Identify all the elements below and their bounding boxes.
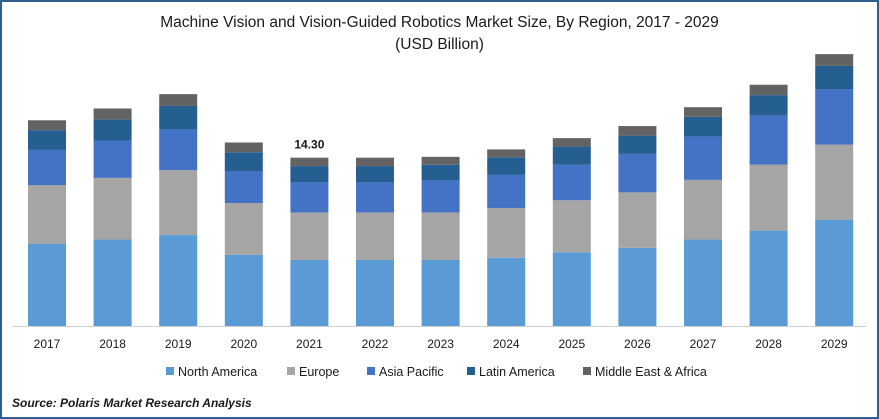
chart-subtitle: (USD Billion): [395, 36, 484, 53]
bar-asia-pacific-2017: [28, 149, 66, 186]
bar-north-america-2028: [749, 230, 788, 326]
bar-group: [28, 54, 854, 326]
legend-label-latin-america: Latin America: [479, 365, 555, 379]
bar-europe-2019: [159, 170, 198, 236]
bar-latin-america-2024: [487, 157, 526, 175]
annotations: 14.30: [294, 138, 324, 152]
legend-swatch-europe: [287, 367, 295, 375]
bar-europe-2017: [28, 185, 66, 244]
bar-north-america-2021: [290, 259, 329, 326]
bar-europe-2021: [290, 212, 329, 260]
x-tick-2020: 2020: [230, 337, 257, 351]
bar-europe-2029: [815, 144, 854, 220]
bar-north-america-2024: [487, 257, 526, 326]
bar-latin-america-2018: [93, 119, 132, 141]
bar-asia-pacific-2029: [815, 89, 854, 145]
x-tick-2027: 2027: [690, 337, 717, 351]
legend-swatch-north-america: [166, 367, 174, 375]
bar-asia-pacific-2026: [618, 153, 657, 193]
bar-middle-east-africa-2022: [356, 157, 394, 167]
bar-middle-east-africa-2028: [749, 84, 788, 96]
bar-europe-2022: [356, 212, 394, 260]
legend: North America Europe Asia Pacific Latin Ame…: [166, 365, 707, 379]
bar-middle-east-africa-2027: [684, 107, 722, 117]
bar-latin-america-2021: [290, 166, 329, 183]
source-note: Source: Polaris Market Research Analysis: [12, 396, 252, 410]
bar-asia-pacific-2019: [159, 129, 198, 171]
bar-middle-east-africa-2020: [224, 142, 263, 153]
bar-latin-america-2029: [815, 65, 854, 90]
bar-latin-america-2025: [552, 146, 591, 165]
bar-middle-east-africa-2021: [290, 157, 329, 167]
bar-europe-2023: [421, 212, 460, 260]
bar-asia-pacific-2021: [290, 182, 329, 213]
bar-north-america-2027: [684, 239, 722, 326]
bar-north-america-2023: [421, 259, 460, 326]
bar-latin-america-2020: [224, 152, 263, 172]
legend-swatch-latin-america: [467, 367, 475, 375]
bar-north-america-2026: [618, 247, 657, 326]
bar-asia-pacific-2028: [749, 115, 788, 165]
bar-middle-east-africa-2029: [815, 54, 854, 66]
chart-title-block: Machine Vision and Vision-Guided Robotic…: [0, 12, 879, 56]
legend-label-europe: Europe: [299, 365, 339, 379]
bar-latin-america-2019: [159, 105, 198, 130]
x-tick-2029: 2029: [821, 337, 848, 351]
bar-north-america-2019: [159, 235, 198, 326]
legend-label-asia-pacific: Asia Pacific: [379, 365, 444, 379]
x-tick-2017: 2017: [34, 337, 61, 351]
bar-middle-east-africa-2017: [28, 120, 66, 131]
bar-north-america-2029: [815, 219, 854, 326]
x-tick-2024: 2024: [493, 337, 520, 351]
legend-swatch-middle-east-africa: [583, 367, 591, 375]
bar-asia-pacific-2023: [421, 180, 460, 213]
x-tick-2028: 2028: [755, 337, 782, 351]
bar-asia-pacific-2018: [93, 140, 132, 178]
legend-label-north-america: North America: [178, 365, 257, 379]
bar-asia-pacific-2020: [224, 171, 263, 204]
bar-north-america-2017: [28, 243, 66, 326]
legend-label-middle-east-africa: Middle East & Africa: [595, 365, 707, 379]
bar-north-america-2022: [356, 259, 394, 326]
x-tick-2026: 2026: [624, 337, 651, 351]
data-label-2021: 14.30: [294, 138, 324, 152]
x-tick-2021: 2021: [296, 337, 323, 351]
bar-latin-america-2022: [356, 166, 394, 183]
x-tick-2018: 2018: [99, 337, 126, 351]
bar-europe-2026: [618, 192, 657, 248]
bar-asia-pacific-2024: [487, 174, 526, 208]
x-tick-2019: 2019: [165, 337, 192, 351]
bar-north-america-2020: [224, 254, 263, 326]
bar-europe-2020: [224, 203, 263, 255]
bar-europe-2028: [749, 164, 788, 231]
bar-latin-america-2026: [618, 135, 657, 154]
x-tick-labels: 2017 2018 2019 2020 2021 2022 2023 2024 2025 2026…: [34, 337, 848, 351]
bar-latin-america-2028: [749, 95, 788, 116]
bar-middle-east-africa-2024: [487, 149, 526, 158]
bar-europe-2018: [93, 177, 132, 240]
bar-middle-east-africa-2018: [93, 108, 132, 120]
bar-latin-america-2017: [28, 130, 66, 150]
bar-asia-pacific-2025: [552, 164, 591, 201]
bar-asia-pacific-2022: [356, 182, 394, 213]
x-tick-2023: 2023: [427, 337, 454, 351]
bar-europe-2027: [684, 179, 722, 240]
bar-middle-east-africa-2025: [552, 138, 591, 147]
bar-middle-east-africa-2026: [618, 126, 657, 136]
x-tick-2022: 2022: [362, 337, 389, 351]
bar-asia-pacific-2027: [684, 136, 722, 180]
bar-north-america-2025: [552, 252, 591, 326]
bar-europe-2024: [487, 207, 526, 258]
bar-middle-east-africa-2019: [159, 94, 198, 106]
bar-latin-america-2023: [421, 164, 460, 181]
x-tick-2025: 2025: [558, 337, 585, 351]
bar-latin-america-2027: [684, 116, 722, 137]
bar-north-america-2018: [93, 239, 132, 326]
bar-middle-east-africa-2023: [421, 156, 460, 165]
chart-title: Machine Vision and Vision-Guided Robotic…: [160, 14, 719, 31]
bar-europe-2025: [552, 200, 591, 253]
legend-swatch-asia-pacific: [367, 367, 375, 375]
